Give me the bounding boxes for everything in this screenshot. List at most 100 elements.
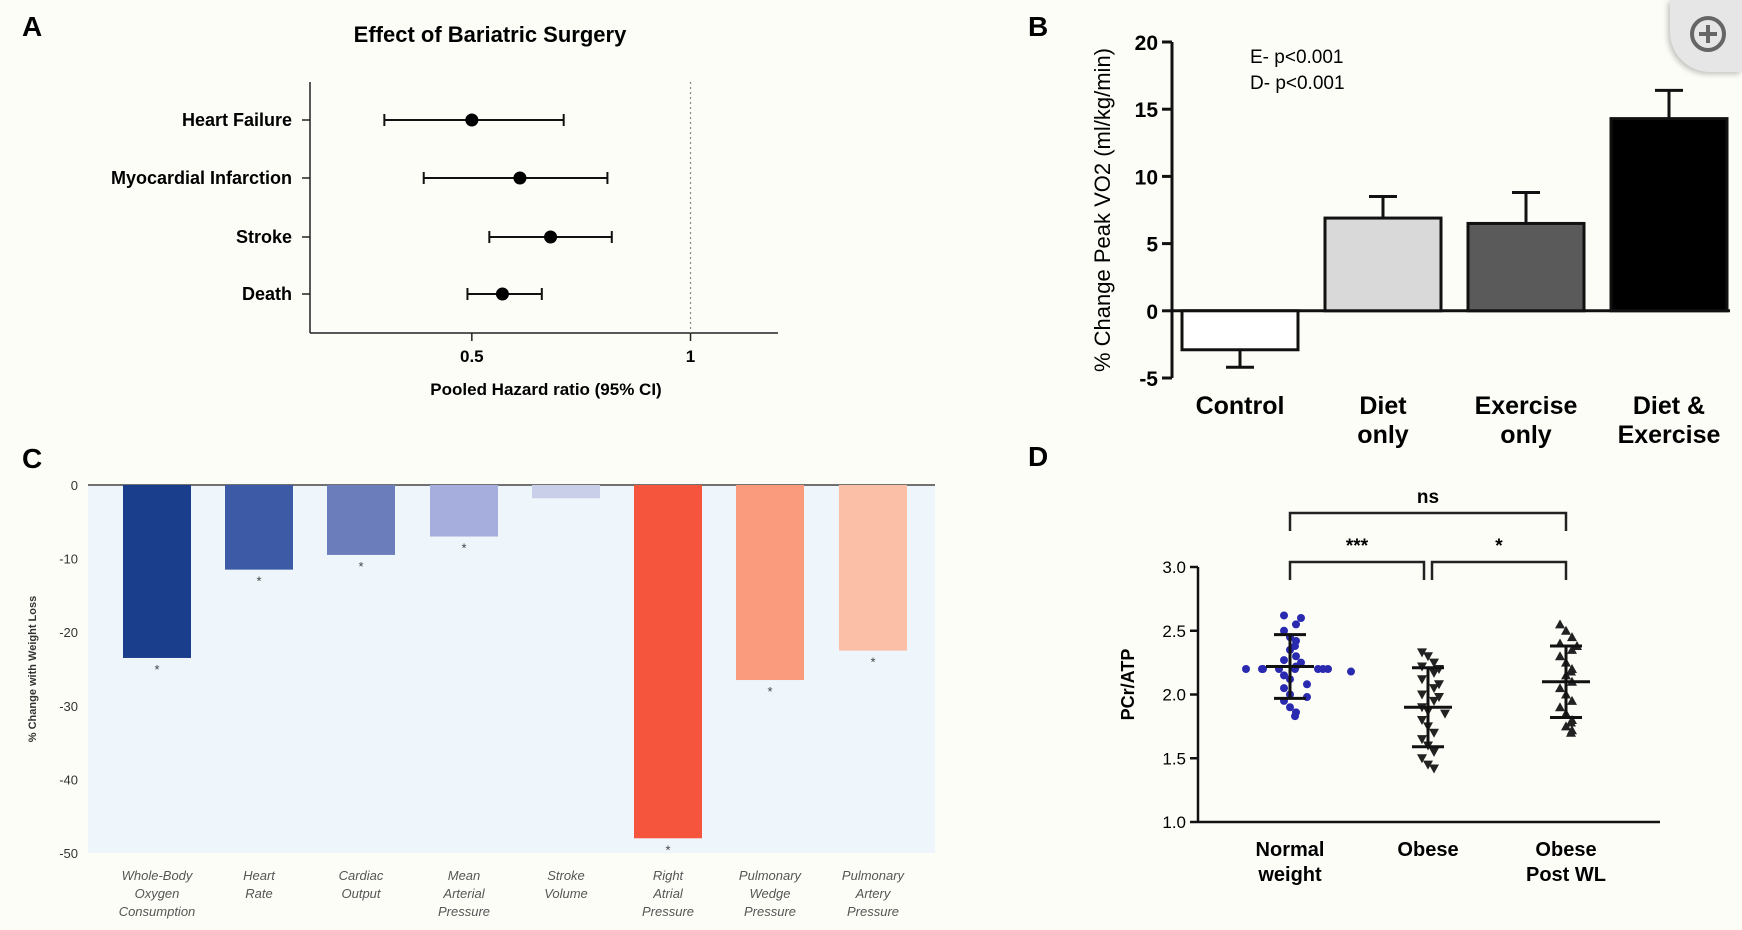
data-point (1434, 693, 1444, 703)
row-label: Stroke (236, 227, 292, 247)
y-tick-label: -40 (59, 772, 78, 787)
y-tick-label: -20 (59, 625, 78, 640)
data-point (1561, 721, 1571, 731)
significance-label: * (1495, 536, 1503, 557)
data-point (1423, 652, 1433, 662)
data-point (1417, 735, 1427, 745)
significance-bracket (1430, 560, 1568, 580)
significance-bracket (1288, 560, 1426, 580)
data-point (1286, 703, 1294, 712)
bar (1180, 309, 1300, 352)
x-tick-label: Mean (448, 868, 481, 883)
x-tick-label: weight (1257, 864, 1322, 886)
x-tick-label: Whole-Body (122, 868, 194, 883)
row-label: Death (242, 284, 292, 304)
significance-marker: * (154, 662, 159, 677)
bar (225, 485, 293, 570)
data-point (1280, 611, 1288, 620)
x-tick-label: Exercise (1618, 421, 1721, 449)
point-estimate (495, 287, 509, 301)
point-estimate (513, 171, 527, 185)
bar (1466, 221, 1586, 313)
x-tick-label: Normal (1256, 839, 1325, 861)
y-tick-label: -5 (1139, 368, 1158, 391)
x-tick-label: Pulmonary (842, 868, 906, 883)
x-tick-label: Heart (243, 868, 276, 883)
data-point (1324, 665, 1332, 673)
x-tick-label: Post WL (1526, 864, 1606, 886)
y-tick-label: 2.5 (1162, 622, 1186, 641)
x-tick-label: Pulmonary (739, 868, 803, 883)
bar (327, 485, 395, 555)
data-point (1567, 695, 1577, 705)
data-point (1242, 665, 1250, 673)
data-point (1429, 696, 1439, 706)
x-tick-label: Diet (1359, 392, 1407, 420)
x-tick-label: Consumption (119, 904, 196, 919)
chart-title: Effect of Bariatric Surgery (354, 22, 627, 47)
data-point (1561, 625, 1571, 635)
significance-marker: * (767, 684, 772, 699)
x-tick-label: Pressure (642, 904, 694, 919)
significance-marker: * (358, 559, 363, 574)
data-point (1429, 728, 1439, 738)
y-tick-label: 2.0 (1162, 686, 1186, 705)
significance-marker: * (870, 655, 875, 670)
y-tick-label: 0 (1146, 301, 1158, 324)
x-tick-label: only (1357, 421, 1408, 449)
bar (736, 485, 804, 681)
row-label: Myocardial Infarction (111, 168, 292, 188)
data-point (1417, 716, 1427, 725)
y-axis-label: % Change Peak VO2 (ml/kg/min) (1090, 48, 1115, 372)
x-tick-label: Right (653, 868, 685, 883)
data-point (1303, 680, 1311, 689)
zoom-in-button[interactable] (1670, 0, 1742, 72)
point-estimate (544, 230, 558, 244)
panel-letter-c: C (22, 443, 42, 474)
data-point (1555, 683, 1565, 693)
data-point (1280, 671, 1288, 680)
data-point (1292, 620, 1300, 629)
panel-letter-a: A (22, 11, 42, 42)
data-point (1297, 614, 1305, 622)
significance-marker: * (256, 574, 261, 589)
data-point (1417, 690, 1427, 700)
y-tick-label: 5 (1146, 234, 1158, 257)
x-tick-label: Pressure (744, 904, 796, 919)
bar (1323, 216, 1443, 313)
panel-letter-d: D (1028, 441, 1048, 472)
x-tick-label: 0.5 (460, 347, 484, 366)
x-tick-label: Arterial (442, 886, 485, 901)
bar (123, 485, 191, 658)
data-point (1417, 648, 1427, 658)
y-tick-label: 1.0 (1162, 813, 1186, 832)
x-tick-label: Stroke (547, 868, 585, 883)
plot-background (88, 485, 935, 853)
data-point (1567, 644, 1577, 654)
data-point (1567, 632, 1577, 642)
x-tick-label: Diet & (1633, 392, 1705, 420)
significance-bracket (1288, 511, 1568, 531)
x-tick-label: Control (1196, 392, 1285, 420)
data-point (1555, 702, 1565, 712)
data-point (1566, 717, 1576, 727)
x-axis-label: Pooled Hazard ratio (95% CI) (430, 380, 661, 399)
data-point (1440, 709, 1450, 719)
y-tick-label: 3.0 (1162, 558, 1186, 577)
data-point (1429, 747, 1439, 757)
point-estimate (465, 113, 479, 127)
x-tick-label: Oxygen (135, 886, 180, 901)
x-tick-label: Exercise (1475, 392, 1578, 420)
x-tick-label: Wedge (750, 886, 791, 901)
data-point (1417, 675, 1427, 685)
data-point (1429, 764, 1439, 774)
data-point (1280, 656, 1288, 665)
x-tick-label: 1 (686, 347, 695, 366)
x-tick-label: Pressure (438, 904, 490, 919)
data-point (1423, 760, 1433, 770)
y-tick-label: 1.5 (1162, 749, 1186, 768)
data-point (1417, 754, 1427, 764)
data-point (1291, 712, 1299, 721)
data-point (1347, 667, 1355, 676)
x-tick-label: Cardiac (339, 868, 384, 883)
